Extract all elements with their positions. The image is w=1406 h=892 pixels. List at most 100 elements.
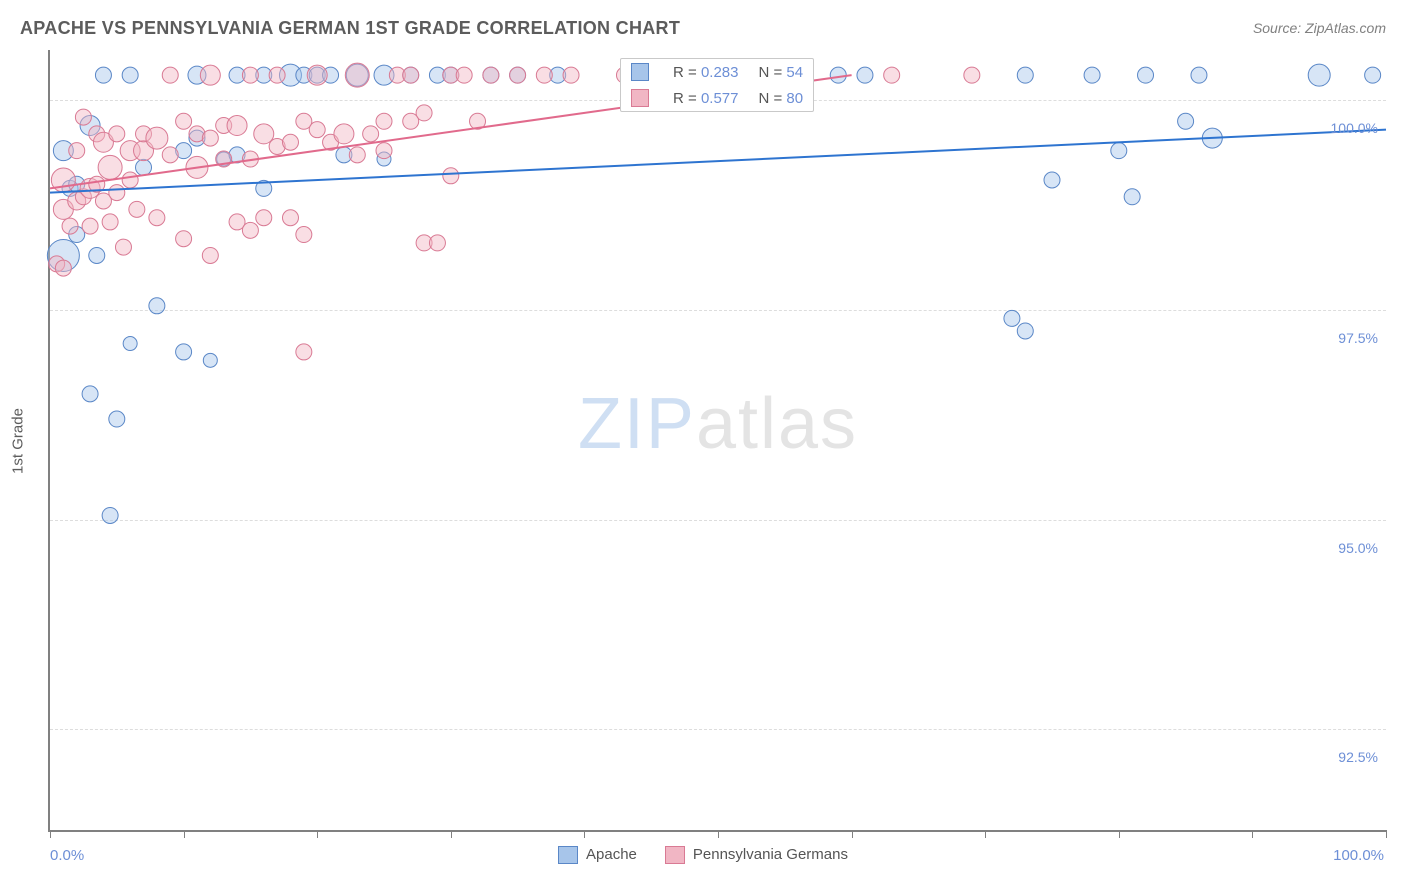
xtick: [718, 830, 719, 838]
data-point: [296, 344, 312, 360]
legend-swatch: [665, 846, 685, 864]
xtick: [451, 830, 452, 838]
data-point: [563, 67, 579, 83]
data-point: [349, 147, 365, 163]
data-point: [296, 227, 312, 243]
data-point: [1124, 189, 1140, 205]
data-point: [102, 214, 118, 230]
data-point: [109, 411, 125, 427]
ytick-label: 97.5%: [1338, 330, 1378, 346]
data-point: [309, 122, 325, 138]
data-point: [89, 247, 105, 263]
chart-title: APACHE VS PENNSYLVANIA GERMAN 1ST GRADE …: [20, 18, 680, 38]
data-point: [69, 143, 85, 159]
data-point: [376, 143, 392, 159]
plot-container: 1st Grade ZIPatlas R = 0.283N = 54R = 0.…: [48, 50, 1386, 832]
data-point: [162, 67, 178, 83]
data-point: [1017, 67, 1033, 83]
data-point: [857, 67, 873, 83]
xtick: [184, 830, 185, 838]
data-point: [55, 260, 71, 276]
xtick: [1386, 830, 1387, 838]
data-point: [227, 115, 247, 135]
data-point: [1084, 67, 1100, 83]
xtick: [852, 830, 853, 838]
data-point: [122, 67, 138, 83]
data-point: [203, 353, 217, 367]
data-point: [176, 113, 192, 129]
data-point: [1191, 67, 1207, 83]
x-min-label: 0.0%: [50, 847, 84, 864]
data-point: [1178, 113, 1194, 129]
data-point: [1044, 172, 1060, 188]
data-point: [109, 126, 125, 142]
data-point: [122, 172, 138, 188]
y-axis-label: 1st Grade: [10, 408, 27, 474]
legend-top: R = 0.283N = 54R = 0.577N = 80: [620, 58, 814, 112]
xtick: [584, 830, 585, 838]
data-point: [456, 67, 472, 83]
data-point: [149, 298, 165, 314]
data-point: [98, 155, 122, 179]
data-point: [1138, 67, 1154, 83]
data-point: [242, 222, 258, 238]
legend-bottom: Apache Pennsylvania Germans: [48, 846, 1386, 864]
data-point: [75, 109, 91, 125]
data-point: [102, 507, 118, 523]
x-max-label: 100.0%: [1333, 847, 1384, 864]
data-point: [510, 67, 526, 83]
xtick: [985, 830, 986, 838]
data-point: [307, 65, 327, 85]
data-point: [136, 159, 152, 175]
data-point: [269, 67, 285, 83]
data-point: [1017, 323, 1033, 339]
legend-row: R = 0.577N = 80: [621, 85, 813, 111]
ytick-label: 95.0%: [1338, 540, 1378, 556]
legend-label: Apache: [586, 846, 637, 863]
data-point: [403, 67, 419, 83]
legend-label: Pennsylvania Germans: [693, 846, 848, 863]
data-point: [1111, 143, 1127, 159]
data-point: [345, 63, 369, 87]
plot-area: ZIPatlas R = 0.283N = 54R = 0.577N = 80 …: [48, 50, 1386, 832]
data-point: [964, 67, 980, 83]
data-point: [376, 113, 392, 129]
xtick: [50, 830, 51, 838]
data-point: [483, 67, 499, 83]
xtick: [1119, 830, 1120, 838]
data-point: [830, 67, 846, 83]
data-point: [115, 239, 131, 255]
data-point: [256, 210, 272, 226]
data-point: [242, 67, 258, 83]
chart-svg: [50, 50, 1386, 830]
xtick: [1252, 830, 1253, 838]
data-point: [200, 65, 220, 85]
ytick-label: 100.0%: [1331, 120, 1378, 136]
data-point: [129, 201, 145, 217]
xtick: [317, 830, 318, 838]
legend-row: R = 0.283N = 54: [621, 59, 813, 85]
data-point: [1365, 67, 1381, 83]
data-point: [95, 67, 111, 83]
data-point: [416, 105, 432, 121]
data-point: [282, 134, 298, 150]
data-point: [82, 386, 98, 402]
legend-swatch: [558, 846, 578, 864]
data-point: [282, 210, 298, 226]
data-point: [202, 130, 218, 146]
data-point: [1308, 64, 1330, 86]
data-point: [536, 67, 552, 83]
data-point: [149, 210, 165, 226]
source-label: Source: ZipAtlas.com: [1253, 20, 1386, 36]
data-point: [334, 124, 354, 144]
data-point: [62, 218, 78, 234]
data-point: [884, 67, 900, 83]
data-point: [176, 231, 192, 247]
data-point: [82, 218, 98, 234]
data-point: [443, 168, 459, 184]
data-point: [363, 126, 379, 142]
data-point: [1004, 310, 1020, 326]
ytick-label: 92.5%: [1338, 749, 1378, 765]
data-point: [202, 247, 218, 263]
data-point: [146, 127, 168, 149]
